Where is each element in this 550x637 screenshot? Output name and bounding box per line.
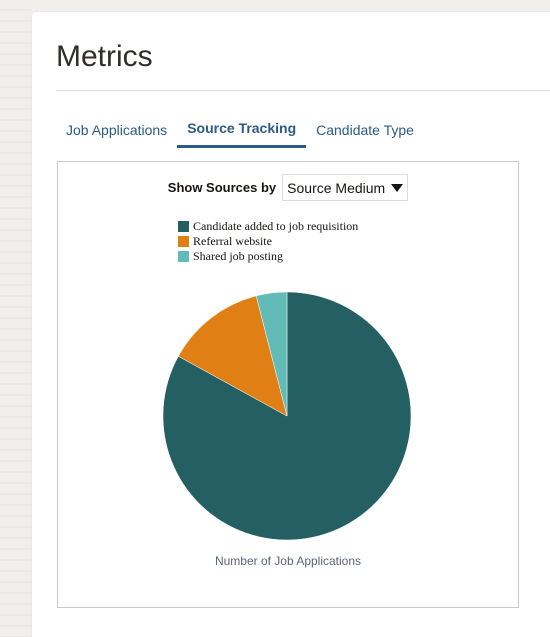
title-divider	[56, 90, 550, 91]
caret-down-icon	[391, 183, 404, 192]
page-title: Metrics	[56, 40, 153, 73]
legend-label: Candidate added to job requisition	[193, 219, 359, 233]
source-type-dropdown[interactable]: Source Medium	[282, 174, 409, 201]
pie-chart	[162, 291, 412, 541]
legend-swatch	[178, 221, 189, 232]
metrics-card: Metrics Job Applications Source Tracking…	[32, 12, 550, 637]
legend-label: Shared job posting	[193, 249, 283, 263]
chart-panel: Show Sources by Source Medium Candidate …	[57, 161, 519, 608]
show-sources-label: Show Sources by	[167, 180, 277, 195]
chart-legend: Candidate added to job requisition Refer…	[178, 219, 358, 264]
tab-candidate-type[interactable]: Candidate Type	[316, 122, 414, 138]
page-background	[0, 0, 32, 637]
tab-source-tracking[interactable]: Source Tracking	[177, 114, 307, 148]
tab-job-applications[interactable]: Job Applications	[66, 122, 168, 138]
legend-item[interactable]: Shared job posting	[178, 249, 358, 264]
legend-swatch	[178, 236, 189, 247]
pie-slice[interactable]	[255, 291, 288, 417]
legend-swatch	[178, 251, 189, 262]
metrics-tabs: Job Applications Source Tracking Candida…	[56, 114, 424, 148]
legend-label: Referral website	[193, 234, 272, 248]
chart-caption: Number of Job Applications	[214, 554, 362, 568]
pie-slice[interactable]	[177, 295, 288, 417]
sources-filter-row: Show Sources by Source Medium	[58, 174, 518, 201]
source-type-selected: Source Medium	[287, 179, 386, 196]
legend-item[interactable]: Referral website	[178, 234, 358, 249]
legend-item[interactable]: Candidate added to job requisition	[178, 219, 358, 234]
